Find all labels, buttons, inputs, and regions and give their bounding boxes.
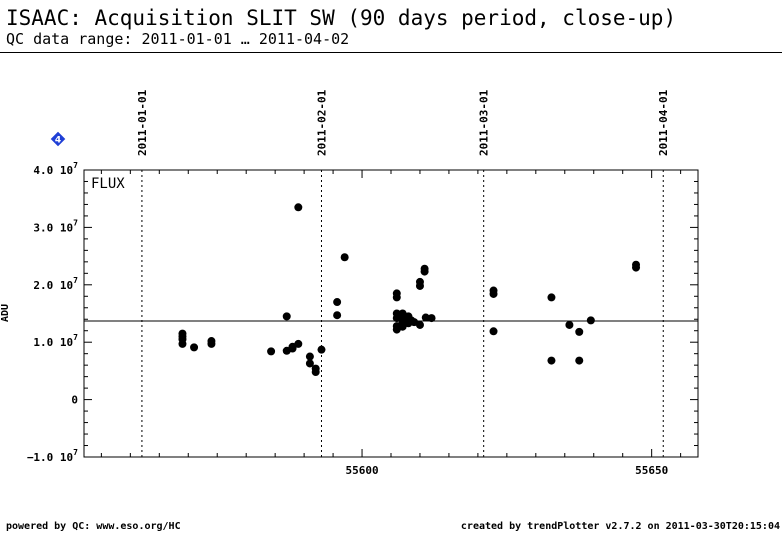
y-tick-label: 2.0 107 [33,276,78,292]
data-point [294,203,303,212]
y-tick-exponent: 7 [73,161,78,170]
date-marker-label: 2011-03-01 [478,89,491,156]
data-point [305,352,314,361]
y-tick-label: −1.0 107 [27,448,78,464]
y-tick-exponent: 7 [73,218,78,227]
date-marker-label: 2011-04-01 [657,89,670,156]
date-marker-label: 2011-01-01 [136,89,149,156]
y-tick-label: 3.0 107 [33,218,78,234]
page-title: ISAAC: Acquisition SLIT SW (90 days peri… [6,6,677,30]
diamond-icon[interactable]: 4 [49,130,67,148]
data-point [489,327,498,336]
data-point [415,281,424,290]
data-point [333,298,342,307]
data-point [267,347,276,356]
y-tick-base: 1.0 10 [33,336,73,349]
badge-label: 4 [55,136,61,146]
panel-label: FLUX [91,176,125,192]
footer-credit: powered by QC: www.eso.org/HC [6,521,181,532]
y-tick-base: −1.0 10 [27,451,73,464]
page-subtitle: QC data range: 2011-01-01 … 2011-04-02 [6,30,350,48]
data-point [305,359,314,368]
data-point [178,339,187,348]
data-point [282,312,291,321]
footer-generator: created by trendPlotter v2.7.2 on 2011-0… [460,521,780,532]
y-axis-label: ADU [0,304,11,322]
data-point [420,267,429,276]
y-tick-base: 4.0 10 [33,164,73,177]
plot-frame [83,169,699,458]
data-point [427,314,436,323]
data-point [547,293,556,302]
data-point [575,327,584,336]
y-tick-base: 3.0 10 [33,221,73,234]
y-tick-base: 0 [71,394,78,407]
y-tick-exponent: 7 [73,333,78,342]
data-point [565,320,574,329]
data-points [178,203,641,377]
data-point [294,339,303,348]
data-point [632,263,641,272]
data-point [575,356,584,365]
x-tick-label: 55600 [345,464,378,477]
data-point [190,343,199,352]
data-point [547,356,556,365]
y-tick-exponent: 7 [73,448,78,457]
x-tick-label: 55650 [635,464,668,477]
date-markers: 2011-01-01 2011-02-01 2011-03-01 2011-04-01 [136,89,670,457]
header: ISAAC: Acquisition SLIT SW (90 days peri… [6,6,676,48]
y-tick-label: 4.0 107 [33,161,78,177]
data-point [398,322,407,331]
data-point [340,253,349,262]
data-point [421,313,430,322]
data-point [586,316,595,325]
data-point [489,289,498,298]
y-tick-label: 1.0 107 [33,333,78,349]
data-point [392,293,401,302]
y-tick-label: 0 [71,394,78,407]
data-point [333,311,342,320]
header-divider [0,52,782,53]
data-point [311,368,320,377]
data-point [207,339,216,348]
data-point [317,345,326,354]
y-tick-exponent: 7 [73,276,78,285]
data-point [415,320,424,329]
date-marker-label: 2011-02-01 [315,89,328,156]
y-tick-base: 2.0 10 [33,279,73,292]
